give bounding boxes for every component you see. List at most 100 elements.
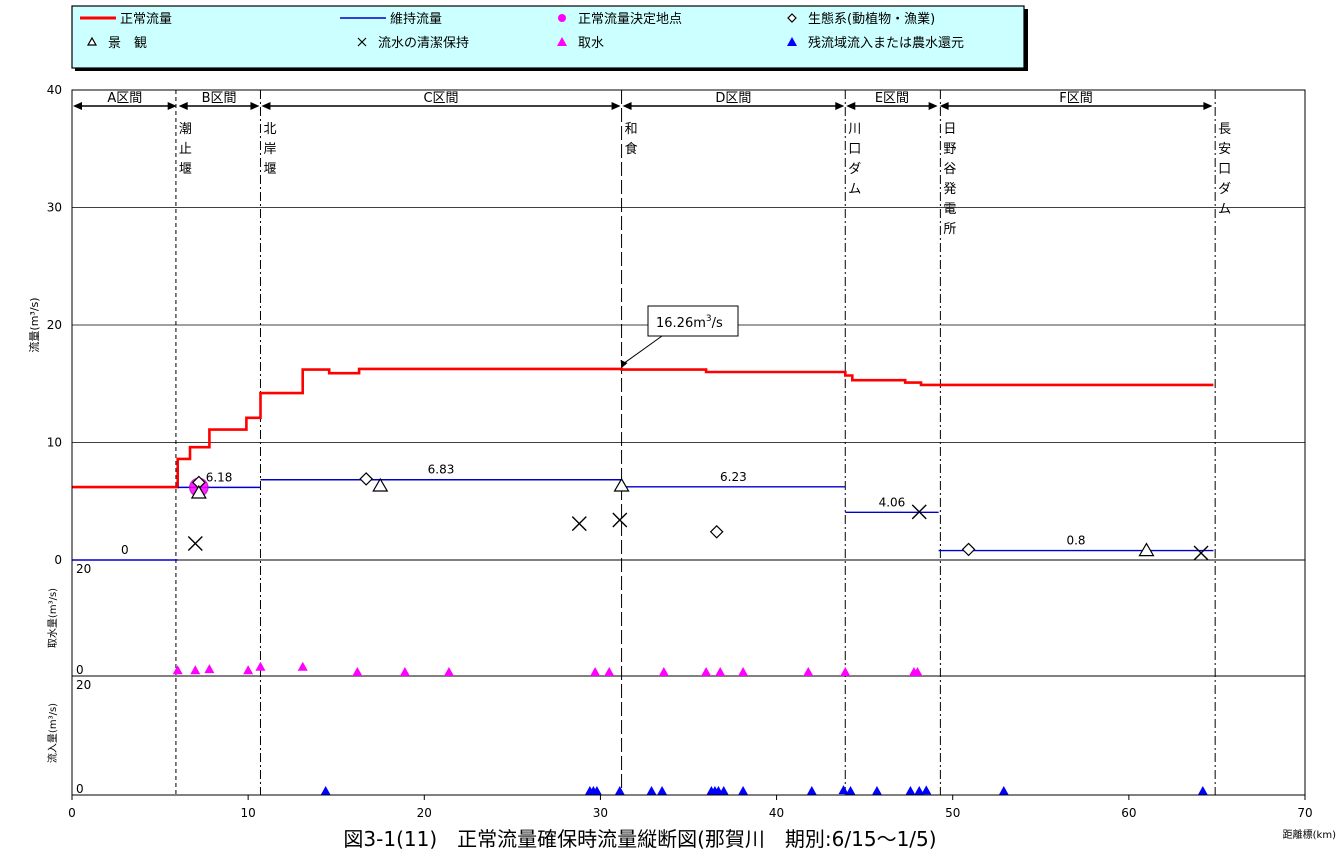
intake-marker	[738, 667, 749, 676]
y-tick-label: 10	[47, 436, 62, 450]
legend-label: 残流域流入または農水還元	[808, 36, 964, 51]
cleanliness-marker	[612, 512, 628, 528]
inflow-marker	[646, 786, 657, 795]
x-tick-label: 20	[417, 806, 432, 820]
x-tick-label: 10	[241, 806, 256, 820]
section-arrow-head-left	[939, 102, 949, 110]
inflow-marker	[845, 786, 856, 795]
section-arrow-head-right	[835, 102, 845, 110]
inflow-marker	[1197, 786, 1208, 795]
x-tick-label: 50	[945, 806, 960, 820]
legend-swatch-filled-triangle	[787, 37, 797, 46]
maintenance-flow-label: 4.06	[879, 495, 906, 509]
cleanliness-marker	[571, 516, 587, 532]
landscape-marker	[190, 484, 207, 499]
legend-item: 流水の清潔保持	[357, 36, 469, 51]
boundary-label-char: 止	[179, 142, 192, 157]
x-tick-label: 0	[68, 806, 76, 820]
maintenance-flow-label: 6.83	[428, 463, 455, 477]
boundary-label-char: 発	[943, 182, 956, 197]
x-axis-title: 距離標(km)	[1283, 828, 1336, 841]
x-tick-label: 30	[593, 806, 608, 820]
boundary-label-char: 和	[625, 122, 638, 137]
boundary-label-char: 日	[943, 122, 956, 137]
inflow-marker	[320, 786, 331, 795]
inflow-marker	[905, 786, 916, 795]
normal-flow-line	[72, 367, 1214, 489]
section-label: C区間	[423, 91, 458, 106]
inflow-marker	[657, 786, 668, 795]
inflow-marker	[838, 785, 849, 795]
section-label: E区間	[875, 91, 909, 106]
landscape-marker	[613, 477, 630, 492]
inflow-marker	[921, 785, 932, 795]
section-arrow-head-right	[250, 102, 260, 110]
legend-label: 正常流量	[120, 12, 172, 27]
boundary-label-char: 口	[848, 142, 861, 157]
maintenance-flow-label: 0	[121, 543, 129, 557]
y-axis-title-main: 流量(m³/s)	[27, 297, 41, 352]
legend-label: 取水	[578, 36, 604, 51]
ecosystem-marker	[359, 472, 374, 486]
section-arrow-head-left	[622, 102, 632, 110]
section-arrow-head-right	[1203, 102, 1213, 110]
y-tick-label: 20	[76, 678, 91, 692]
section-label: D区間	[715, 91, 751, 106]
y-tick-label: 20	[76, 562, 91, 576]
section-label: A区間	[107, 91, 142, 106]
cleanliness-marker	[911, 504, 927, 520]
y-tick-label: 30	[47, 201, 62, 215]
intake-marker	[701, 667, 712, 676]
inflow-marker	[806, 786, 817, 795]
annotation-pointer	[621, 335, 663, 366]
boundary-label-char: ダ	[848, 162, 861, 177]
boundary-label-char: 電	[943, 202, 956, 217]
inflow-marker	[591, 786, 602, 795]
legend-swatch-diamond	[787, 13, 797, 23]
intake-marker	[204, 664, 215, 674]
section-arrow-head-left	[261, 102, 271, 110]
figure-caption: 図3-1(11) 正常流量確保時流量縦断図(那賀川 期別:6/15～1/5)	[343, 827, 936, 850]
section-arrow-head-right	[167, 102, 177, 110]
y-tick-label: 0	[76, 782, 84, 796]
section-arrow-head-left	[178, 102, 188, 110]
x-tick-label: 70	[1297, 806, 1312, 820]
section-label: F区間	[1059, 91, 1092, 106]
legend-swatch-triangle	[86, 36, 98, 46]
y-axis-title-main-text: 流量(m³/s)	[27, 297, 41, 352]
cleanliness-marker	[187, 536, 203, 552]
inflow-marker	[914, 786, 925, 795]
legend-item: 景 観	[86, 36, 147, 51]
intake-marker	[255, 661, 266, 671]
boundary-label-char: 潮	[179, 122, 192, 137]
boundary-label-char: 川	[848, 122, 861, 137]
section-arrow-head-right	[928, 102, 938, 110]
legend-swatch-circle	[558, 14, 566, 22]
maintenance-flow-label: 6.18	[206, 470, 233, 484]
intake-marker	[912, 667, 923, 676]
cleanliness-marker	[1193, 545, 1209, 561]
boundary-label-char: ム	[1218, 202, 1231, 217]
x-tick-label: 60	[1121, 806, 1136, 820]
boundary-label-char: ム	[848, 182, 861, 197]
ecosystem-marker	[709, 524, 724, 539]
annotation-arrowhead	[620, 359, 628, 368]
boundary-label-char: 口	[1218, 162, 1231, 177]
legend-label: 正常流量決定地点	[578, 12, 682, 27]
intake-marker	[803, 667, 814, 676]
y-axis-title-inflow: 流入量(m³/s)	[46, 703, 59, 763]
intake-marker	[443, 667, 454, 676]
legend-item: 残流域流入または農水還元	[787, 36, 964, 51]
legend-label: 景 観	[108, 36, 147, 51]
landscape-marker	[1138, 542, 1155, 557]
legend-item: 取水	[557, 36, 604, 51]
intake-marker	[172, 665, 183, 675]
inflow-marker	[718, 786, 729, 795]
inflow-marker	[871, 786, 882, 795]
boundary-label-char: 堰	[179, 162, 192, 177]
boundary-label-char: 北	[263, 122, 276, 137]
chart-legend: 正常流量 維持流量 正常流量決定地点 生態系(動植物・漁業) 景 観 流水の清潔保持 取水 残…	[71, 5, 1028, 71]
section-arrow-head-right	[611, 102, 621, 110]
ecosystem-marker	[961, 542, 976, 557]
